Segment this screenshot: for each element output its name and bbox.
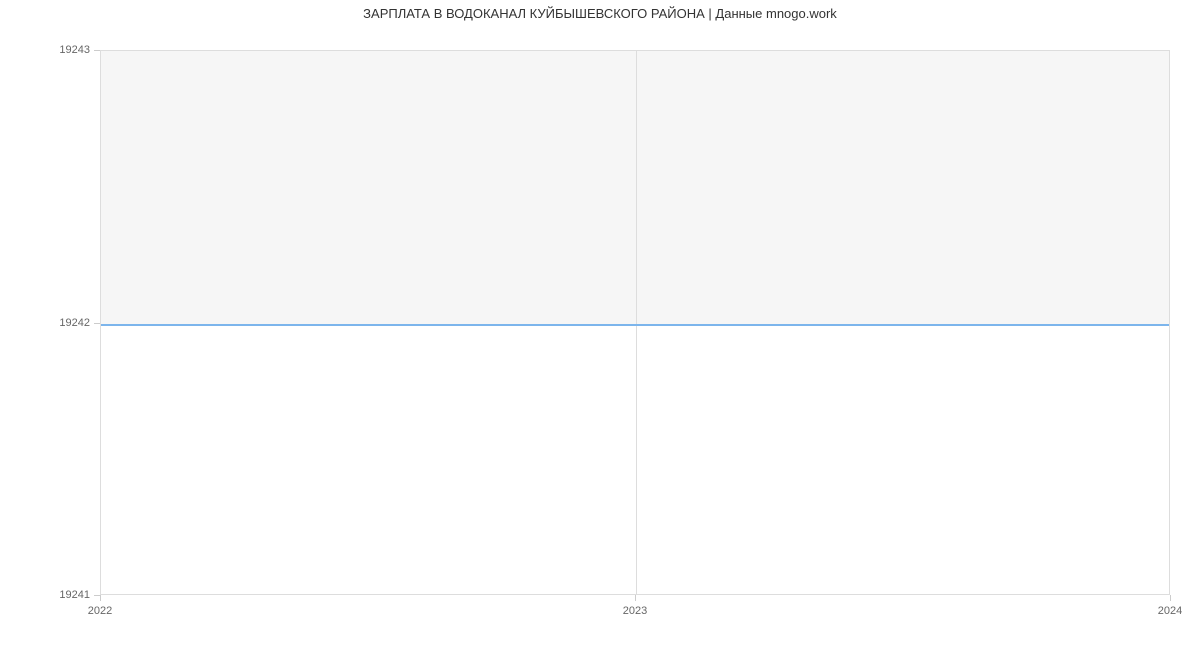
x-tick-mark — [635, 595, 636, 601]
y-tick-label: 19243 — [0, 44, 90, 56]
series-line — [101, 324, 1169, 326]
shaded-band — [101, 51, 1169, 324]
x-tick-label: 2022 — [88, 605, 112, 617]
plot-area — [100, 50, 1170, 595]
y-tick-mark — [94, 50, 100, 51]
x-gridline — [636, 51, 637, 594]
x-tick-label: 2024 — [1158, 605, 1182, 617]
x-tick-mark — [1170, 595, 1171, 601]
y-tick-label: 19241 — [0, 589, 90, 601]
x-tick-mark — [100, 595, 101, 601]
y-tick-label: 19242 — [0, 317, 90, 329]
x-tick-label: 2023 — [623, 605, 647, 617]
y-tick-mark — [94, 323, 100, 324]
chart-title: ЗАРПЛАТА В ВОДОКАНАЛ КУЙБЫШЕВСКОГО РАЙОН… — [0, 6, 1200, 21]
